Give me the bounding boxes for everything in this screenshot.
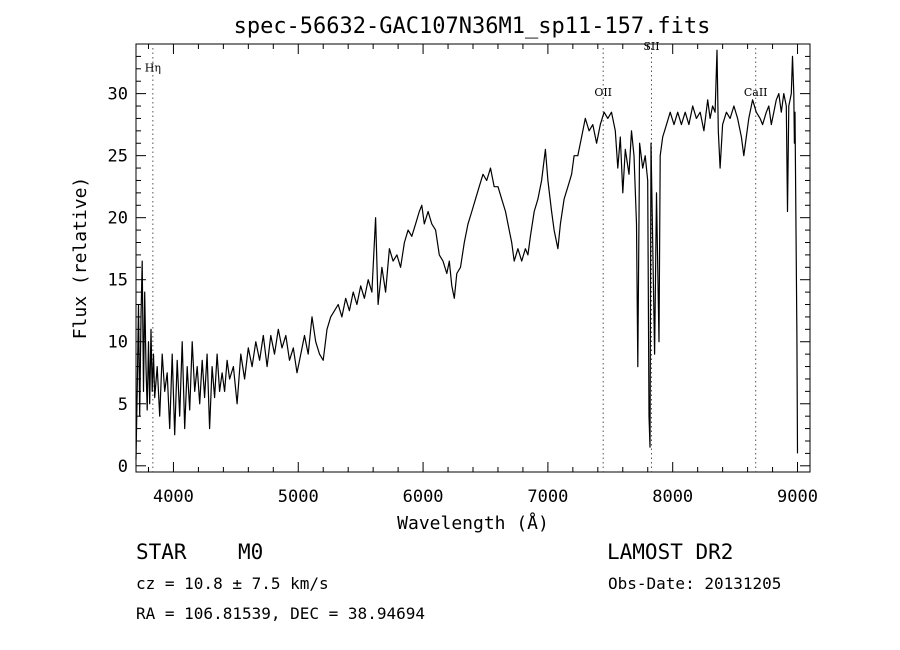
- y-tick-label: 25: [108, 147, 128, 167]
- y-tick-label: 0: [118, 457, 128, 477]
- y-tick-label: 30: [108, 85, 128, 105]
- x-tick-label: 7000: [527, 487, 568, 507]
- x-tick-label: 5000: [278, 487, 319, 507]
- spectrum-line: [135, 49, 799, 460]
- redshift-value: cz = 10.8 ± 7.5 km/s: [136, 574, 329, 593]
- marker-label: OII: [594, 86, 612, 99]
- x-tick-label: 9000: [777, 487, 818, 507]
- line-markers: Hη OII SII CaII: [145, 40, 768, 472]
- marker-label: SII: [643, 40, 659, 53]
- chart-title: spec-56632-GAC107N36M1_sp11-157.fits: [234, 14, 711, 39]
- marker-label: CaII: [744, 86, 768, 99]
- x-tick-label: 8000: [652, 487, 693, 507]
- x-axis-label: Wavelength (Å): [397, 512, 549, 534]
- x-tick-label: 4000: [153, 487, 194, 507]
- x-tick-label: 6000: [403, 487, 444, 507]
- y-tick-label: 15: [108, 271, 128, 291]
- axis-ticks: 4000 5000 6000 7000 8000 9000 0 5 10 15 20 25 30: [108, 44, 818, 507]
- y-tick-label: 20: [108, 209, 128, 229]
- y-tick-label: 5: [118, 395, 128, 415]
- object-subclass: M0: [238, 540, 264, 564]
- y-axis-label: Flux (relative): [70, 177, 91, 340]
- survey-name: LAMOST DR2: [607, 540, 734, 564]
- y-tick-label: 10: [108, 333, 128, 353]
- marker-label: Hη: [145, 61, 161, 74]
- object-class: STAR: [136, 540, 187, 564]
- sky-coordinates: RA = 106.81539, DEC = 38.94694: [136, 604, 425, 623]
- observation-date: Obs-Date: 20131205: [608, 574, 782, 593]
